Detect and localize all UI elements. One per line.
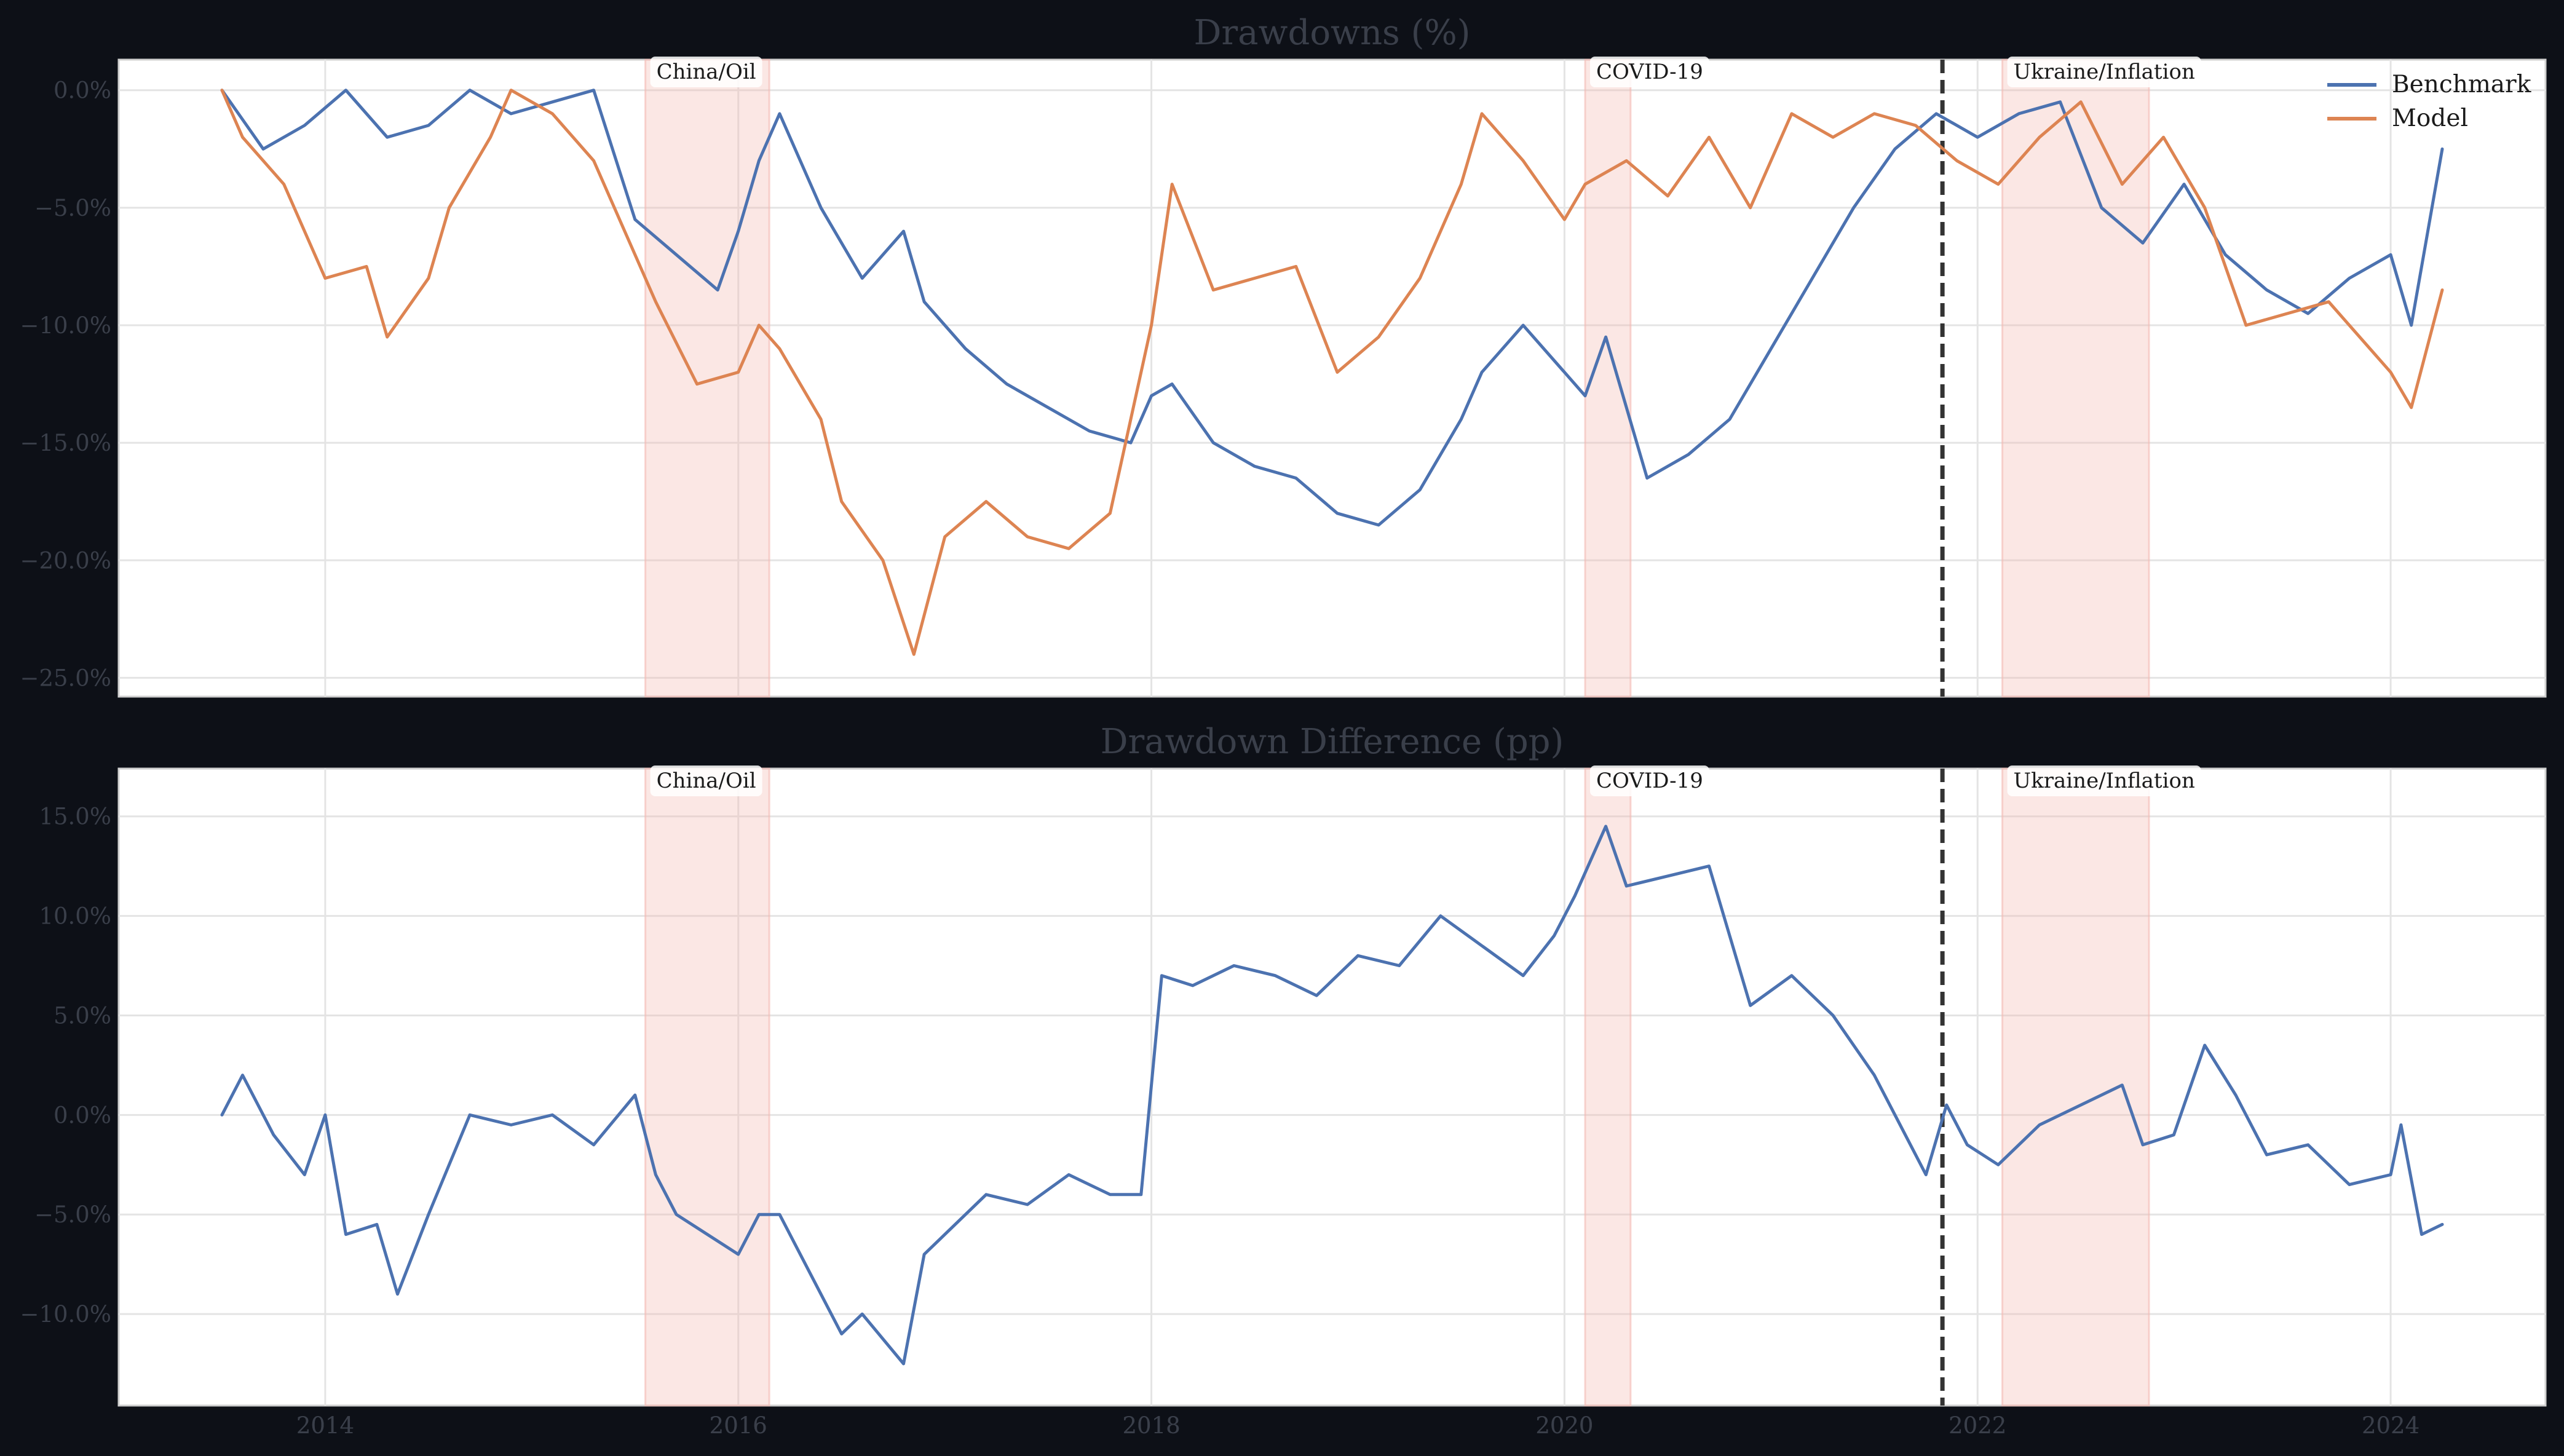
event-label-box [2007,57,2201,87]
plot-area [117,58,2547,698]
event-label-box [1589,766,1709,796]
event-label: COVID-19 [1596,60,1703,84]
x-tick-label: 2024 [2362,1412,2420,1439]
event-label: China/Oil [657,769,756,793]
event-label-box [2007,766,2201,796]
y-tick-label: 10.0% [39,903,111,930]
series-line-model [220,89,2444,656]
x-tick-label: 2020 [1535,1412,1593,1439]
event-label-box [650,57,762,87]
y-tick-label: −20.0% [20,547,111,574]
event-label: China/Oil [657,60,756,84]
x-tick-label: 2014 [296,1412,354,1439]
y-tick-label: −5.0% [34,1201,111,1228]
drawdown-difference-panel: Drawdown Difference (pp) 15.0% 10.0% 5.0% 0.… [20,722,2547,1439]
event-label: COVID-19 [1596,769,1703,793]
drawdowns-panel: Drawdowns (%) 0.0% −5.0% −10.0% −15.0% −20.0%… [20,13,2547,1439]
event-shade [1584,767,1632,1407]
event-shade [644,58,770,698]
event-label-box [1589,57,1709,87]
x-tick-label: 2022 [1949,1412,2006,1439]
x-tick-label: 2018 [1122,1412,1180,1439]
event-shade [644,767,770,1407]
y-tick-label: 5.0% [53,1002,111,1029]
y-tick-label: −25.0% [20,665,111,691]
chart-title: Drawdown Difference (pp) [1101,722,1564,762]
y-tick-label: −5.0% [34,195,111,221]
y-tick-label: 0.0% [53,1102,111,1128]
x-tick-label: 2020 [1535,1412,1593,1439]
event-label-box [650,766,762,796]
x-tick-label: 2016 [710,1412,767,1439]
x-tick-label: 2014 [296,1412,354,1439]
x-tick-label: 2024 [2362,1412,2420,1439]
series-line-difference [220,825,2444,1366]
event-label: Ukraine/Inflation [2014,769,2195,793]
x-tick-label: 2018 [1122,1412,1180,1439]
y-tick-label: −10.0% [20,312,111,339]
event-shade [2001,767,2150,1407]
legend-label: Model [2392,105,2468,132]
y-tick-label: 15.0% [39,804,111,830]
y-tick-label: −10.0% [20,1301,111,1327]
series-line-benchmark [220,89,2444,527]
y-tick-label: 0.0% [53,77,111,104]
event-shade [2001,58,2150,698]
y-tick-label: −15.0% [20,430,111,456]
plot-area [117,767,2547,1407]
chart-title: Drawdowns (%) [1194,13,1471,53]
x-tick-label: 2016 [710,1412,767,1439]
legend-label: Benchmark [2392,71,2531,98]
event-label: Ukraine/Inflation [2014,60,2195,84]
x-tick-label: 2022 [1949,1412,2006,1439]
